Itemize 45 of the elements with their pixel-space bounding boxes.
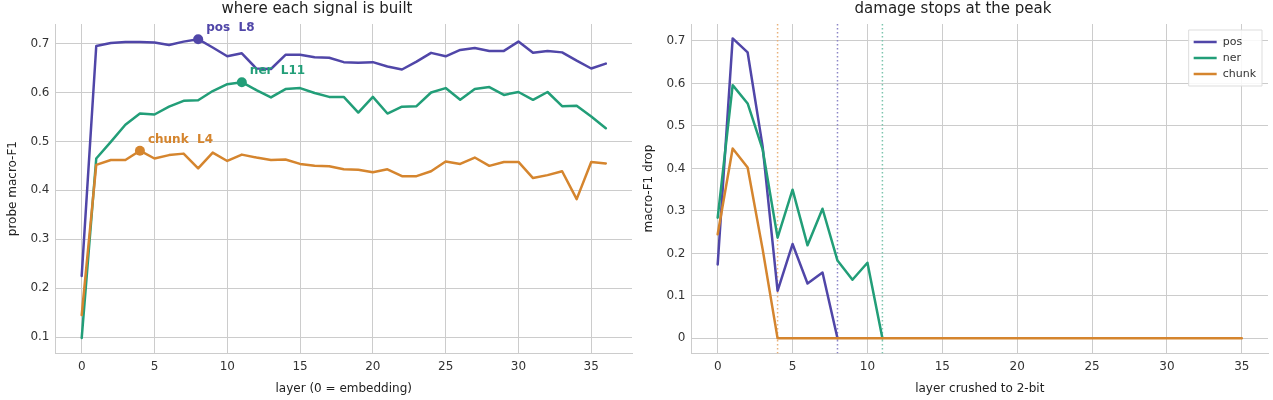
y-tick-label: 0.2 [666, 245, 686, 260]
x-tick-label: 35 [583, 358, 599, 373]
x-tick-label: 10 [219, 358, 235, 373]
y-tick-label: 0.5 [666, 118, 686, 133]
legend-label: pos [1222, 34, 1243, 48]
y-tick-label: 0.3 [30, 231, 50, 246]
point [134, 145, 145, 156]
x-tick-label: 0 [713, 358, 722, 373]
y-tick-label: 0.7 [666, 33, 686, 48]
x-tick-label: 10 [859, 358, 876, 373]
x-tick-label: 30 [510, 358, 527, 373]
chart-title: where each signal is built [221, 0, 413, 17]
chart-title: damage stops at the peak [854, 0, 1052, 17]
legend-label: ner [1222, 50, 1242, 64]
x-tick-label: 15 [292, 358, 308, 373]
y-tick-label: 0.1 [666, 287, 686, 302]
y-tick-label: 0.6 [30, 84, 50, 99]
annotation: chunk L4 [147, 131, 213, 146]
y-tick-label: 0.4 [666, 160, 686, 175]
legend-label: chunk [1222, 66, 1257, 80]
y-tick-label: 0.4 [30, 182, 50, 197]
y-tick-label: 0.2 [30, 280, 50, 295]
x-tick-label: 20 [1009, 358, 1025, 373]
y-tick-label: 0 [677, 330, 686, 345]
x-tick-label: 5 [788, 358, 797, 373]
y-tick-label: 0.1 [30, 329, 50, 344]
x-tick-label: 5 [150, 358, 159, 373]
y-tick-label: 0.3 [666, 203, 686, 218]
point [236, 77, 247, 88]
x-axis-title: layer (0 = embedding) [275, 380, 412, 395]
y-axis-title: macro-F1 drop [641, 144, 656, 233]
x-tick-label: 15 [934, 358, 950, 373]
x-tick-label: 30 [1159, 358, 1175, 373]
x-tick-label: 35 [1234, 358, 1250, 373]
y-tick-label: 0.7 [30, 35, 50, 50]
y-axis-title: probe macro-F1 [5, 141, 20, 237]
x-tick-label: 20 [365, 358, 381, 373]
y-tick-label: 0.5 [30, 133, 50, 148]
x-axis-title: layer crushed to 2-bit [915, 380, 1045, 395]
point [193, 34, 204, 45]
y-tick-label: 0.6 [666, 75, 686, 90]
x-tick-label: 25 [438, 358, 454, 373]
x-tick-label: 0 [77, 358, 86, 373]
x-tick-label: 25 [1084, 358, 1100, 373]
annotation: pos L8 [206, 20, 255, 35]
